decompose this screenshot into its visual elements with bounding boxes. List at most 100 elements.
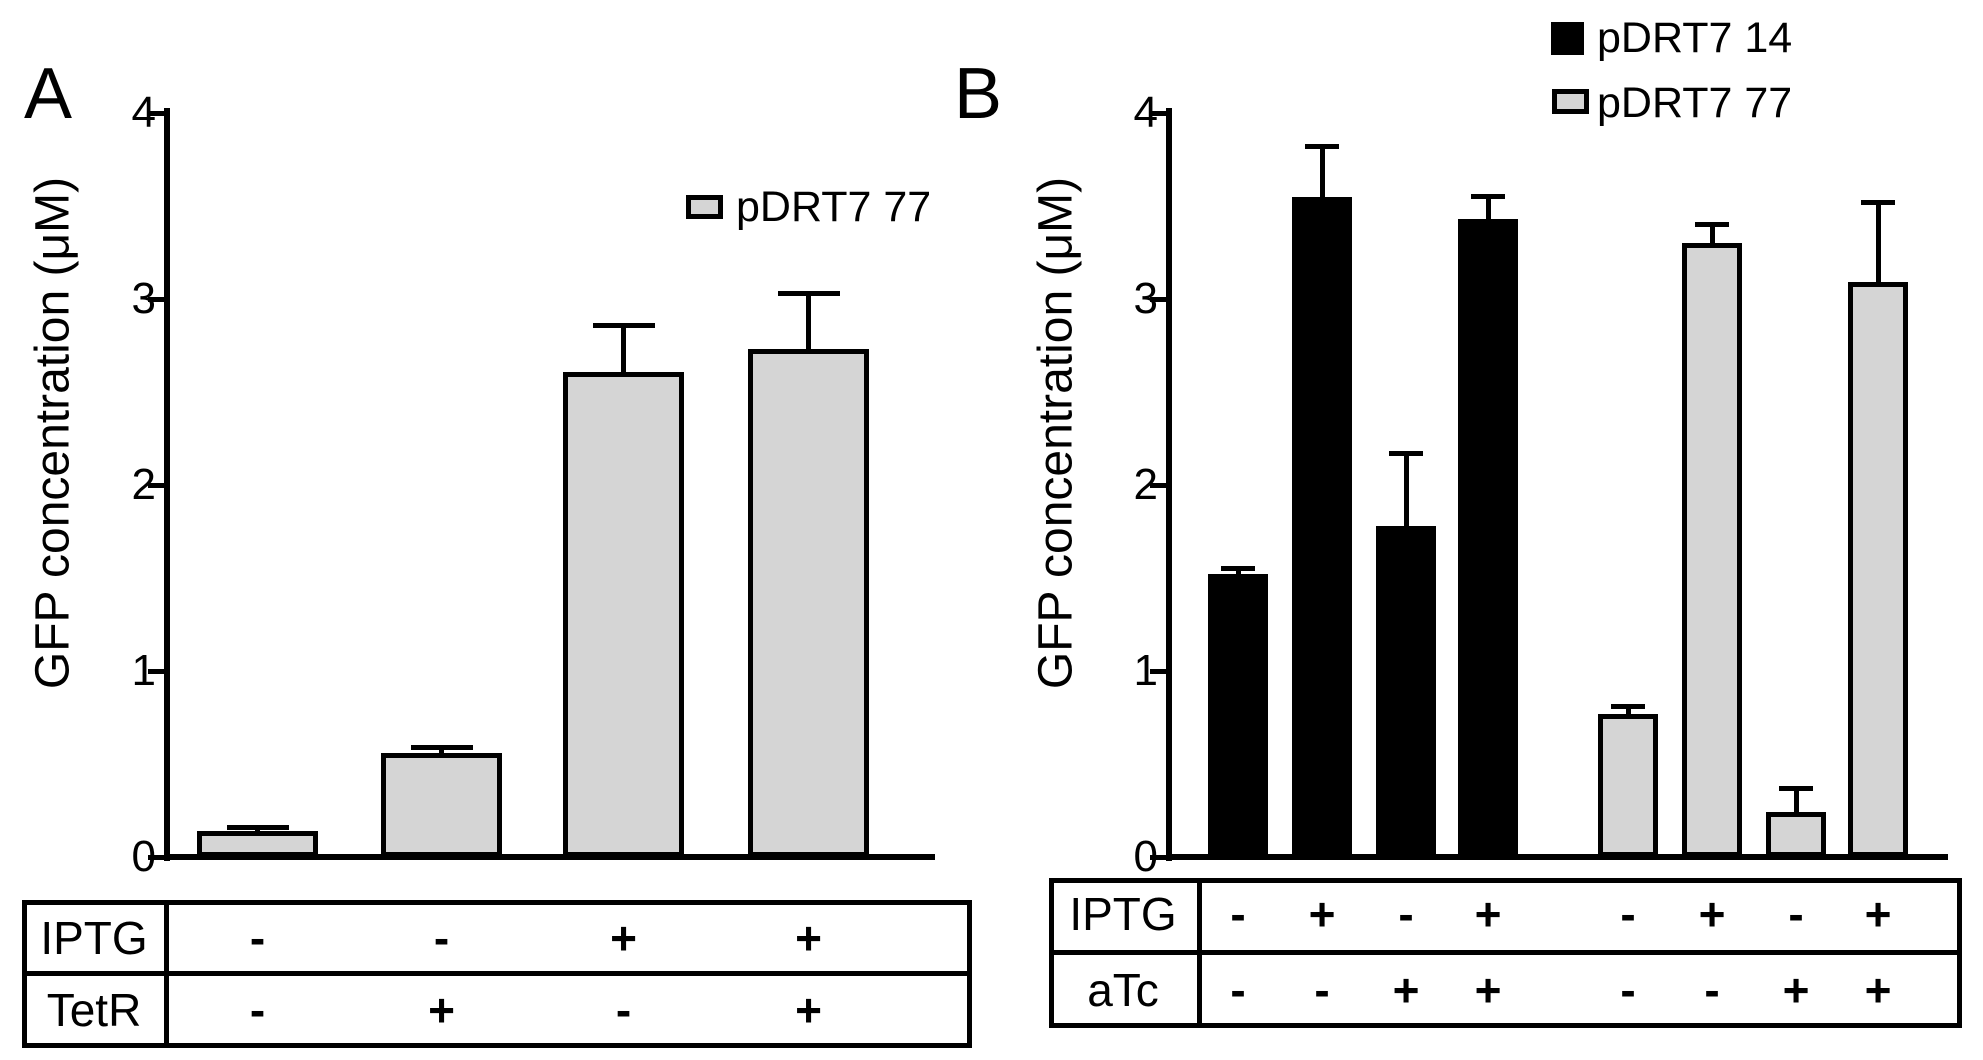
- panel-b-legend-swatch-pdrt7-77: [1552, 89, 1589, 114]
- y-tick-mark: [1150, 855, 1166, 860]
- panel-b-y-axis-line: [1166, 108, 1172, 861]
- panel-a-table-row-divider: [22, 971, 972, 976]
- panel-b-y-axis-title: GFP concentration (μM): [1029, 176, 1083, 690]
- error-bar-cap: [1695, 222, 1729, 228]
- error-bar-cap: [1471, 194, 1505, 200]
- panel-a-legend-label-pdrt7-77: pDRT7 77: [736, 183, 932, 231]
- error-bar-stem: [1319, 146, 1325, 197]
- error-bar-cap: [1221, 566, 1255, 572]
- condition-value-tetr: -: [615, 984, 632, 1036]
- y-tick-label: 2: [1133, 460, 1158, 509]
- condition-value-atc: +: [1864, 964, 1892, 1016]
- condition-value-iptg: -: [1620, 888, 1636, 940]
- panel-b-row-label-iptg: IPTG: [1069, 888, 1177, 940]
- bar-pdrt7-14: [1292, 196, 1352, 857]
- panel-a-row-label-iptg: IPTG: [40, 912, 148, 964]
- y-tick-mark: [148, 483, 164, 488]
- y-tick-mark: [148, 669, 164, 674]
- y-tick-label: 1: [131, 646, 156, 695]
- condition-value-iptg: -: [433, 912, 450, 964]
- condition-value-tetr: -: [249, 984, 266, 1036]
- error-bar-stem: [1485, 196, 1491, 219]
- error-bar-stem: [1235, 568, 1241, 575]
- bar-pdrt7-77: [381, 752, 502, 857]
- error-bar-cap: [1861, 199, 1895, 205]
- y-tick-mark: [1150, 297, 1166, 302]
- bar-pdrt7-77: [197, 830, 318, 857]
- y-tick-label: 2: [131, 460, 156, 509]
- panel-b-legend-label-pdrt7-14: pDRT7 14: [1597, 14, 1793, 62]
- condition-value-atc: +: [1392, 964, 1420, 1016]
- bar-pdrt7-77: [748, 349, 869, 857]
- condition-value-tetr: +: [428, 984, 455, 1036]
- error-bar-cap: [410, 744, 473, 750]
- y-tick-mark: [148, 297, 164, 302]
- error-bar-stem: [1403, 453, 1409, 526]
- y-tick-mark: [1150, 669, 1166, 674]
- bar-pdrt7-77: [563, 371, 684, 857]
- condition-value-iptg: +: [1308, 888, 1336, 940]
- error-bar-cap: [592, 322, 655, 328]
- y-tick-label: 0: [131, 832, 156, 881]
- bar-pdrt7-77: [1598, 713, 1658, 857]
- y-tick-label: 1: [1133, 646, 1158, 695]
- y-tick-mark: [1150, 483, 1166, 488]
- panel-b-table-row-divider: [1049, 950, 1962, 955]
- bar-pdrt7-77: [1766, 812, 1826, 857]
- y-tick-label: 3: [1133, 274, 1158, 323]
- condition-value-atc: -: [1704, 964, 1720, 1016]
- error-bar-cap: [226, 824, 289, 830]
- bar-pdrt7-14: [1376, 525, 1436, 857]
- panel-a-row-label-tetr: TetR: [46, 984, 142, 1036]
- bar-pdrt7-77: [1682, 243, 1742, 857]
- condition-value-iptg: -: [1398, 888, 1414, 940]
- condition-value-iptg: -: [1230, 888, 1246, 940]
- panel-b-x-axis-line: [1166, 854, 1948, 860]
- y-tick-label: 3: [131, 274, 156, 323]
- condition-value-iptg: +: [1698, 888, 1726, 940]
- error-bar-stem: [1625, 706, 1631, 714]
- condition-value-iptg: -: [249, 912, 266, 964]
- y-tick-label: 0: [1133, 832, 1158, 881]
- condition-value-atc: +: [1782, 964, 1810, 1016]
- y-tick-mark: [1150, 111, 1166, 116]
- bar-pdrt7-14: [1208, 574, 1268, 857]
- panel-a-y-axis-line: [164, 108, 170, 861]
- condition-value-atc: +: [1474, 964, 1502, 1016]
- condition-value-iptg: +: [795, 912, 822, 964]
- condition-value-iptg: +: [1864, 888, 1892, 940]
- condition-value-atc: -: [1230, 964, 1246, 1016]
- error-bar-cap: [777, 290, 840, 296]
- y-tick-mark: [148, 855, 164, 860]
- error-bar-cap: [1611, 703, 1645, 709]
- error-bar-cap: [1305, 143, 1339, 149]
- bar-pdrt7-77: [1848, 282, 1908, 857]
- y-tick-label: 4: [1133, 88, 1158, 137]
- y-tick-mark: [148, 111, 164, 116]
- condition-value-iptg: +: [610, 912, 637, 964]
- condition-value-atc: -: [1620, 964, 1636, 1016]
- panel-a-letter: A: [24, 54, 73, 134]
- condition-value-iptg: +: [1474, 888, 1502, 940]
- error-bar-stem: [1709, 224, 1715, 244]
- error-bar-stem: [621, 325, 626, 372]
- error-bar-cap: [1779, 785, 1813, 791]
- panel-a-legend-swatch-pdrt7-77: [686, 195, 723, 219]
- error-bar-stem: [1793, 788, 1799, 813]
- panel-a-x-axis-line: [164, 854, 935, 860]
- panel-b-letter: B: [954, 54, 1003, 134]
- panel-b-legend-label-pdrt7-77: pDRT7 77: [1597, 79, 1793, 127]
- condition-value-iptg: -: [1788, 888, 1804, 940]
- error-bar-stem: [1875, 202, 1881, 283]
- error-bar-stem: [806, 293, 811, 350]
- error-bar-cap: [1389, 450, 1423, 456]
- error-bar-stem: [439, 747, 444, 753]
- condition-value-tetr: +: [795, 984, 822, 1036]
- condition-value-atc: -: [1314, 964, 1330, 1016]
- y-tick-label: 4: [131, 88, 156, 137]
- panel-b-legend-swatch-pdrt7-14: [1551, 22, 1584, 55]
- bar-pdrt7-14: [1458, 219, 1518, 857]
